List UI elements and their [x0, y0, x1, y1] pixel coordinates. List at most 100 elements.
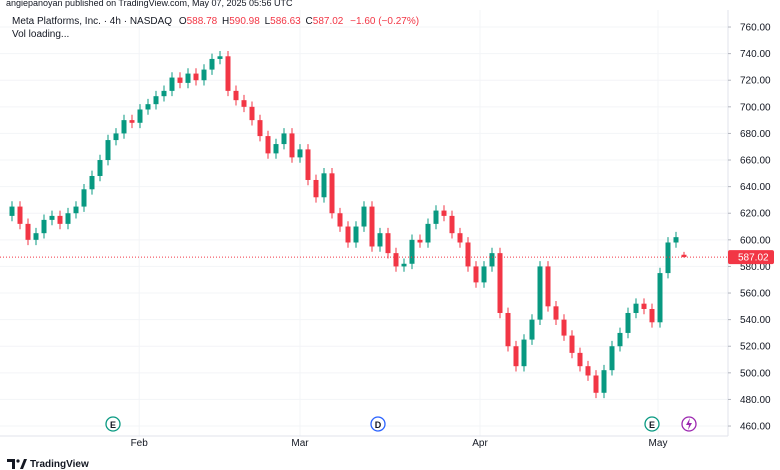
- candle-body: [473, 266, 479, 283]
- candle-body: [313, 179, 319, 198]
- candle-body: [369, 206, 375, 247]
- candle-body: [97, 160, 103, 176]
- candle-body: [617, 332, 623, 347]
- candle-body: [121, 120, 127, 134]
- candle-body: [185, 73, 191, 83]
- candle-body: [193, 73, 199, 81]
- byline: angiepanoyan published on TradingView.co…: [6, 0, 293, 8]
- candle-body: [129, 120, 135, 123]
- candle-body: [281, 133, 287, 145]
- low-value: 586.63: [270, 16, 301, 27]
- candle-body: [625, 312, 631, 333]
- candle-body: [569, 335, 575, 353]
- earnings-icon[interactable]: E: [105, 416, 121, 432]
- candle-body: [297, 149, 303, 158]
- y-tick-label: 600.00: [740, 235, 771, 246]
- y-tick-label: 740.00: [740, 49, 771, 60]
- last-price-box: [728, 250, 774, 265]
- volume-status: Vol loading...: [12, 29, 69, 40]
- candle-body: [537, 266, 543, 320]
- candle-body: [233, 90, 239, 101]
- grid: [0, 10, 728, 436]
- change: −1.60 (−0.27%): [350, 16, 419, 27]
- low-label: L: [265, 16, 271, 27]
- candle-body: [161, 90, 167, 97]
- candle-body: [377, 233, 383, 247]
- y-tick-label: 720.00: [740, 76, 771, 87]
- candle-body: [249, 106, 255, 121]
- high-value: 590.98: [229, 16, 260, 27]
- candle-body: [265, 136, 271, 154]
- candles: [9, 50, 687, 399]
- open-label: O: [179, 16, 187, 27]
- candle-body: [417, 239, 423, 243]
- candle-body: [345, 226, 351, 243]
- candle-body: [177, 77, 183, 83]
- legend-line: Meta Platforms, Inc. · 4h · NASDAQ O588.…: [12, 16, 419, 27]
- candle-body: [225, 56, 231, 91]
- candle-body: [425, 223, 431, 243]
- candle-body: [665, 242, 671, 274]
- symbol: Meta Platforms, Inc. · 4h · NASDAQ: [12, 16, 172, 27]
- close-label: C: [306, 16, 313, 27]
- candle-body: [481, 266, 487, 283]
- candle-body: [641, 303, 647, 309]
- candle-body: [401, 263, 407, 267]
- candle-body: [201, 69, 207, 81]
- y-tick-label: 660.00: [740, 156, 771, 167]
- candle-body: [17, 206, 23, 224]
- news-icon[interactable]: [681, 416, 697, 432]
- candle-body: [49, 215, 55, 220]
- candle-body: [289, 133, 295, 158]
- candle-body: [273, 144, 279, 154]
- candle-body: [385, 233, 391, 254]
- candle-body: [57, 215, 63, 224]
- svg-text:E: E: [649, 420, 655, 430]
- candle-body: [73, 206, 79, 214]
- candle-body: [561, 319, 567, 336]
- candle-body: [657, 273, 663, 323]
- candle-body: [521, 339, 527, 367]
- close-value: 587.02: [313, 16, 344, 27]
- open-value: 588.78: [187, 16, 218, 27]
- candle-body: [409, 239, 415, 264]
- y-tick-label: 760.00: [740, 23, 771, 34]
- candle-body: [497, 253, 503, 313]
- candle-body: [361, 206, 367, 227]
- candle-body: [321, 173, 327, 198]
- candle-body: [305, 149, 311, 180]
- candle-body: [449, 215, 455, 234]
- candle-body: [441, 210, 447, 216]
- candle-body: [137, 109, 143, 123]
- candle-body: [553, 306, 559, 320]
- y-tick-label: 680.00: [740, 129, 771, 140]
- logo: [7, 459, 27, 469]
- candle-body: [169, 77, 175, 91]
- candle-body: [505, 312, 511, 347]
- earnings-icon[interactable]: E: [644, 416, 660, 432]
- candle-body: [105, 140, 111, 161]
- candle-body: [593, 375, 599, 393]
- candle-body: [465, 242, 471, 267]
- x-tick-label: May: [649, 438, 668, 449]
- x-tick-label: Apr: [472, 438, 488, 449]
- candle-body: [433, 210, 439, 224]
- candle-body: [337, 213, 343, 227]
- y-tick-label: 620.00: [740, 209, 771, 220]
- candle-body: [257, 120, 263, 137]
- candle-body: [329, 173, 335, 214]
- y-tick-label: 480.00: [740, 395, 771, 406]
- high-label: H: [222, 16, 229, 27]
- x-tick-label: Mar: [291, 438, 309, 449]
- dividend-icon[interactable]: D: [370, 416, 386, 432]
- candle-body: [9, 206, 15, 216]
- y-tick-label: 560.00: [740, 289, 771, 300]
- candle-body: [217, 56, 223, 59]
- candle-body: [65, 213, 71, 224]
- y-tick-label: 580.00: [740, 262, 771, 273]
- candle-body: [489, 253, 495, 267]
- footer-brand: TradingView: [30, 459, 89, 470]
- x-tick-label: Feb: [131, 438, 149, 449]
